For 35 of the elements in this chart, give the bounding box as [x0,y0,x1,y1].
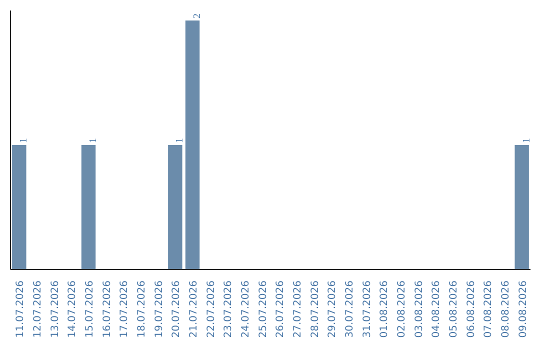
x-tick-label: 28.07.2026 [310,280,321,338]
x-tick-label: 13.07.2026 [50,280,61,338]
x-tick-label: 26.07.2026 [275,280,286,338]
x-tick-label: 18.07.2026 [136,280,148,338]
x-tick-label: 15.07.2026 [84,280,96,338]
x-tick-label: 03.08.2026 [414,280,425,338]
x-tick-label: 24.07.2026 [240,280,252,338]
x-tick-label: 04.08.2026 [431,280,442,338]
x-tick-label: 05.08.2026 [448,280,460,338]
x-tick-label: 12.07.2026 [32,280,44,338]
x-tick-label: 02.08.2026 [396,280,408,338]
x-tick-label: 06.08.2026 [466,280,477,338]
x-tick-label: 07.08.2026 [483,280,494,338]
data-label: 1 [174,138,186,143]
x-tick-label: 29.07.2026 [327,280,338,338]
x-tick-label: 27.07.2026 [292,280,304,338]
x-tick-label: 14.07.2026 [67,280,78,338]
x-tick-label: 09.08.2026 [518,280,529,338]
x-tick-label: 31.07.2026 [362,280,373,338]
x-tick-label: 20.07.2026 [171,280,182,338]
x-tick-label: 30.07.2026 [344,280,356,338]
x-tick-label: 16.07.2026 [102,280,113,338]
data-label: 1 [521,138,532,143]
data-label: 1 [18,138,30,143]
x-tick-label: 08.08.2026 [500,280,512,338]
data-label: 2 [192,13,203,18]
x-tick-label: 23.07.2026 [223,280,234,338]
x-tick-label: 01.08.2026 [379,280,390,338]
x-tick-label: 21.07.2026 [188,280,200,338]
x-tick-label: 17.07.2026 [119,280,130,338]
x-tick-label: 19.07.2026 [154,280,165,338]
data-label: 1 [88,138,99,143]
x-tick-label: 25.07.2026 [258,280,269,338]
x-tick-label: 22.07.2026 [206,280,217,338]
x-tick-label: 11.07.2026 [15,280,26,338]
